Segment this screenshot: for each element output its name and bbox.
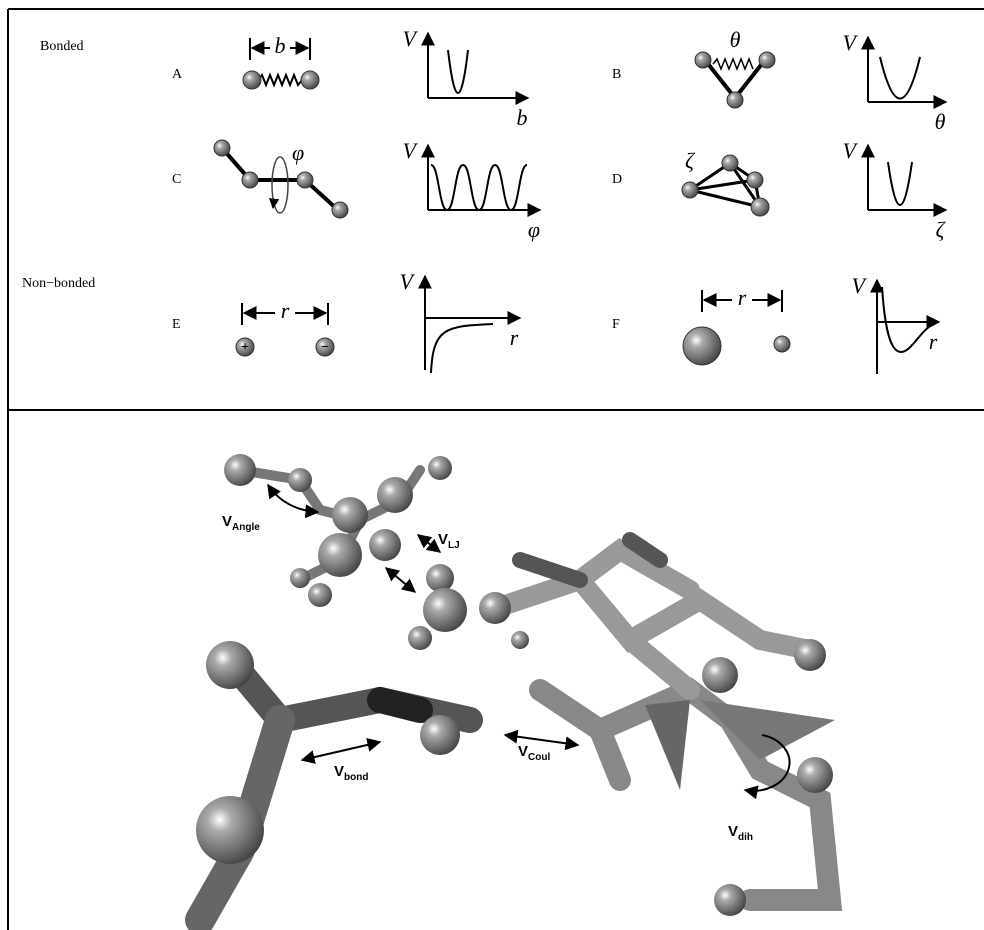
atom (369, 529, 401, 561)
section-label: Non−bonded (22, 276, 95, 291)
energy-curve (431, 165, 527, 210)
axis-label: V (403, 26, 419, 51)
line (735, 60, 765, 98)
spring (258, 75, 302, 85)
energy-curve (880, 57, 920, 99)
atom (695, 52, 711, 68)
energy-curve (431, 324, 493, 373)
atom (288, 468, 312, 492)
panels: Ab Vb Bθ Vθ Cφ Vφ Dζ Vζ Er + − Vr Fr Vr (172, 26, 947, 374)
atom (426, 564, 454, 592)
panel-label: B (612, 67, 621, 82)
parameter-symbol: θ (730, 27, 741, 52)
atom (206, 641, 254, 689)
label-subscript: LJ (448, 540, 460, 551)
stick (380, 700, 420, 710)
parameter-symbol: r (281, 298, 290, 323)
parameter-symbol: ζ (685, 148, 696, 173)
parameter-symbol: φ (292, 140, 304, 165)
atom (759, 52, 775, 68)
label-subscript: Angle (232, 522, 260, 533)
atom (702, 657, 738, 693)
atom (683, 327, 721, 365)
label-symbol: V (334, 763, 344, 780)
panel-label: C (172, 172, 181, 187)
parameter-symbol: b (275, 33, 286, 58)
atom (428, 456, 452, 480)
label-subscript: bond (344, 772, 368, 783)
atom (196, 796, 264, 864)
axis-label: V (400, 269, 416, 294)
energy-curve (448, 50, 468, 93)
atom (301, 71, 319, 89)
atom (797, 757, 833, 793)
spring (713, 59, 753, 69)
rotation (272, 157, 288, 213)
atom (332, 202, 348, 218)
atom (290, 568, 310, 588)
axis-label: θ (935, 109, 946, 134)
panel-label: A (172, 67, 183, 82)
atom (511, 631, 529, 649)
atom (423, 588, 467, 632)
atom (318, 533, 362, 577)
atom (297, 172, 313, 188)
label-subscript: Coul (528, 752, 550, 763)
figure: Bonded Non−bonded Ab Vb Bθ Vθ Cφ Vφ Dζ Vζ Er + − Vr… (0, 0, 984, 930)
atom (243, 71, 261, 89)
energy-curve (888, 162, 912, 205)
atom (408, 626, 432, 650)
atom (332, 497, 368, 533)
atom (242, 172, 258, 188)
atom (747, 172, 763, 188)
panel-label: E (172, 317, 181, 332)
section-label: Bonded (40, 39, 84, 54)
panel-label: D (612, 172, 622, 187)
panel-label: F (612, 317, 620, 332)
charge: − (321, 340, 329, 355)
atom (377, 477, 413, 513)
axis-label: r (929, 329, 938, 354)
axis-label: r (510, 325, 519, 350)
atom (420, 715, 460, 755)
axis-label: V (843, 138, 859, 163)
axis-label: φ (528, 217, 540, 242)
atom (479, 592, 511, 624)
atom (751, 198, 769, 216)
label-symbol: V (438, 531, 448, 548)
axis-label: ζ (936, 217, 947, 242)
atom (224, 454, 256, 486)
atom (727, 92, 743, 108)
axis-label: b (517, 105, 528, 130)
axis-label: V (852, 273, 868, 298)
atom (682, 182, 698, 198)
axis-label: V (403, 138, 419, 163)
atom (722, 155, 738, 171)
axis-label: V (843, 30, 859, 55)
parameter-symbol: r (738, 285, 747, 310)
atom (308, 583, 332, 607)
line (273, 200, 274, 208)
atom (714, 884, 746, 916)
label-subscript: dih (738, 832, 753, 843)
atom (794, 639, 826, 671)
energy-curve (882, 287, 935, 352)
render-bg (187, 440, 840, 930)
atom (214, 140, 230, 156)
label-symbol: V (518, 743, 528, 760)
atom (774, 336, 790, 352)
molecule-render: VAngle VLJ Vbond VCoul Vdih (187, 440, 840, 930)
label-symbol: V (222, 513, 232, 530)
charge: + (241, 340, 249, 355)
label-symbol: V (728, 823, 738, 840)
